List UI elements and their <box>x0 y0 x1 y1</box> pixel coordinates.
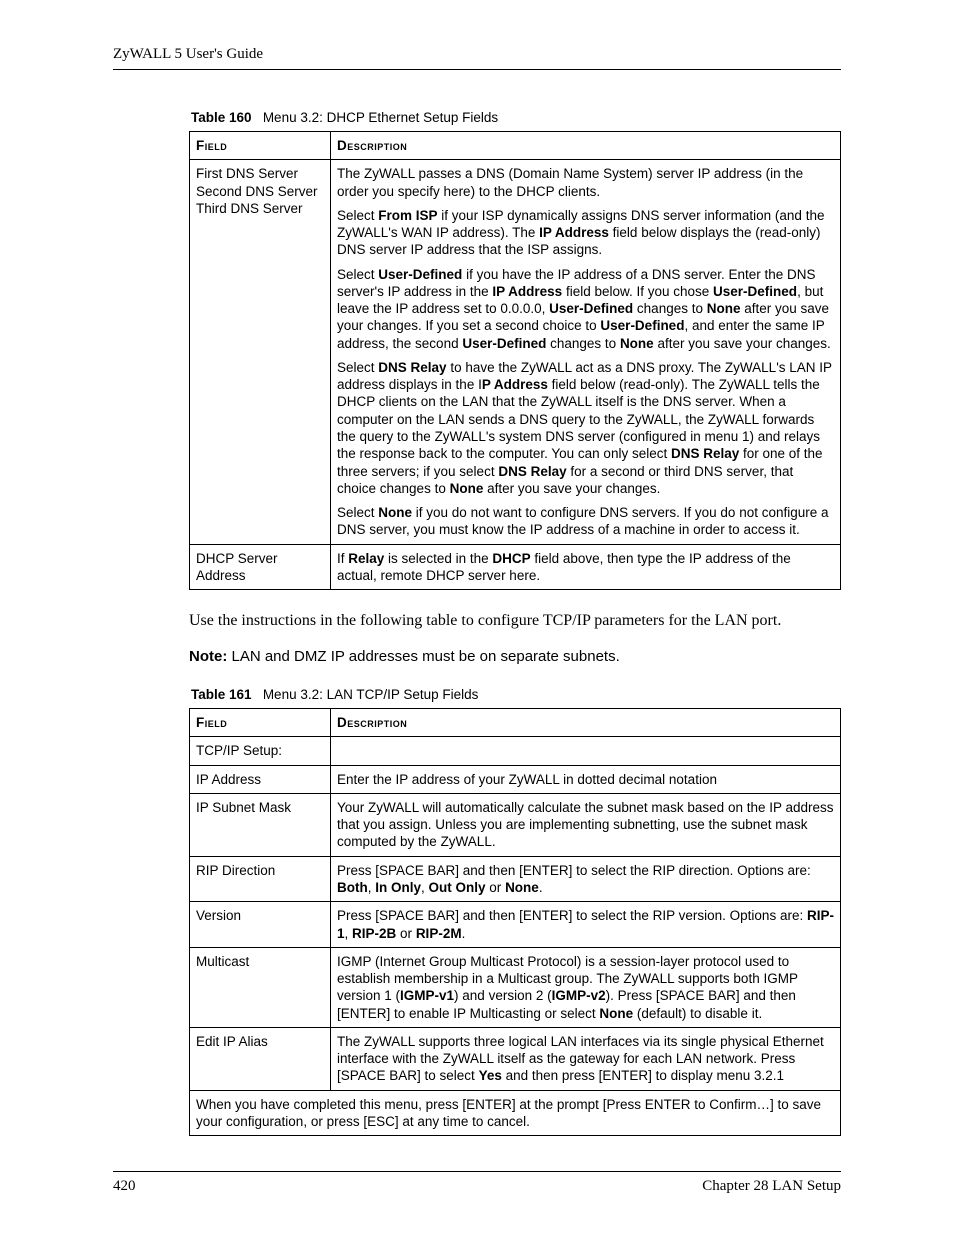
note: Note: LAN and DMZ IP addresses must be o… <box>189 648 841 665</box>
description-cell: The ZyWALL supports three logical LAN in… <box>331 1027 841 1090</box>
description-cell: IGMP (Internet Group Multicast Protocol)… <box>331 947 841 1027</box>
header-description: Description <box>331 132 841 160</box>
description-cell: The ZyWALL passes a DNS (Domain Name Sys… <box>331 160 841 544</box>
table-160: Field Description First DNS Server Secon… <box>189 131 841 590</box>
table-row: DHCP Server Address If Relay is selected… <box>190 544 841 590</box>
page: ZyWALL 5 User's Guide Table 160 Menu 3.2… <box>0 0 954 1235</box>
table-footer-row: When you have completed this menu, press… <box>190 1090 841 1136</box>
table-row: IP Subnet Mask Your ZyWALL will automati… <box>190 793 841 856</box>
table-row: IP Address Enter the IP address of your … <box>190 765 841 793</box>
field-line: Second DNS Server <box>196 184 318 199</box>
table-row: RIP Direction Press [SPACE BAR] and then… <box>190 856 841 902</box>
description-cell: If Relay is selected in the DHCP field a… <box>331 544 841 590</box>
body-paragraph: Use the instructions in the following ta… <box>189 612 841 630</box>
caption-text: Menu 3.2: DHCP Ethernet Setup Fields <box>263 110 498 125</box>
description-cell <box>331 737 841 765</box>
table-row: Version Press [SPACE BAR] and then [ENTE… <box>190 902 841 948</box>
field-cell: DHCP Server Address <box>190 544 331 590</box>
note-text: LAN and DMZ IP addresses must be on sepa… <box>227 648 619 665</box>
table-header-row: Field Description <box>190 132 841 160</box>
field-line: Third DNS Server <box>196 201 303 216</box>
table-header-row: Field Description <box>190 709 841 737</box>
field-line: First DNS Server <box>196 166 298 181</box>
note-label: Note: <box>189 648 227 665</box>
field-cell: RIP Direction <box>190 856 331 902</box>
desc-para: Select None if you do not want to config… <box>337 504 834 539</box>
description-cell: Press [SPACE BAR] and then [ENTER] to se… <box>331 856 841 902</box>
field-cell: IP Address <box>190 765 331 793</box>
chapter-label: Chapter 28 LAN Setup <box>702 1178 841 1195</box>
table-160-caption: Table 160 Menu 3.2: DHCP Ethernet Setup … <box>191 110 841 125</box>
page-footer: 420 Chapter 28 LAN Setup <box>113 1171 841 1195</box>
table-footer-cell: When you have completed this menu, press… <box>190 1090 841 1136</box>
table-row: Multicast IGMP (Internet Group Multicast… <box>190 947 841 1027</box>
description-cell: Enter the IP address of your ZyWALL in d… <box>331 765 841 793</box>
table-row: First DNS Server Second DNS Server Third… <box>190 160 841 544</box>
header-field: Field <box>190 709 331 737</box>
header-description: Description <box>331 709 841 737</box>
desc-para: The ZyWALL passes a DNS (Domain Name Sys… <box>337 165 834 200</box>
table-row: Edit IP Alias The ZyWALL supports three … <box>190 1027 841 1090</box>
desc-para: Select DNS Relay to have the ZyWALL act … <box>337 359 834 497</box>
description-cell: Press [SPACE BAR] and then [ENTER] to se… <box>331 902 841 948</box>
field-cell: IP Subnet Mask <box>190 793 331 856</box>
caption-label: Table 161 <box>191 687 252 702</box>
desc-para: Select User-Defined if you have the IP a… <box>337 266 834 352</box>
table-161: Field Description TCP/IP Setup: IP Addre… <box>189 708 841 1136</box>
content-area: Table 160 Menu 3.2: DHCP Ethernet Setup … <box>113 110 841 1136</box>
header-rule <box>113 69 841 70</box>
caption-text: Menu 3.2: LAN TCP/IP Setup Fields <box>263 687 479 702</box>
table-row: TCP/IP Setup: <box>190 737 841 765</box>
caption-label: Table 160 <box>191 110 252 125</box>
field-cell: First DNS Server Second DNS Server Third… <box>190 160 331 544</box>
field-cell: TCP/IP Setup: <box>190 737 331 765</box>
page-number: 420 <box>113 1178 136 1195</box>
running-header: ZyWALL 5 User's Guide <box>113 46 841 69</box>
field-cell: Edit IP Alias <box>190 1027 331 1090</box>
field-cell: Multicast <box>190 947 331 1027</box>
description-cell: Your ZyWALL will automatically calculate… <box>331 793 841 856</box>
desc-para: Select From ISP if your ISP dynamically … <box>337 207 834 259</box>
field-cell: Version <box>190 902 331 948</box>
header-field: Field <box>190 132 331 160</box>
table-161-caption: Table 161 Menu 3.2: LAN TCP/IP Setup Fie… <box>191 687 841 702</box>
